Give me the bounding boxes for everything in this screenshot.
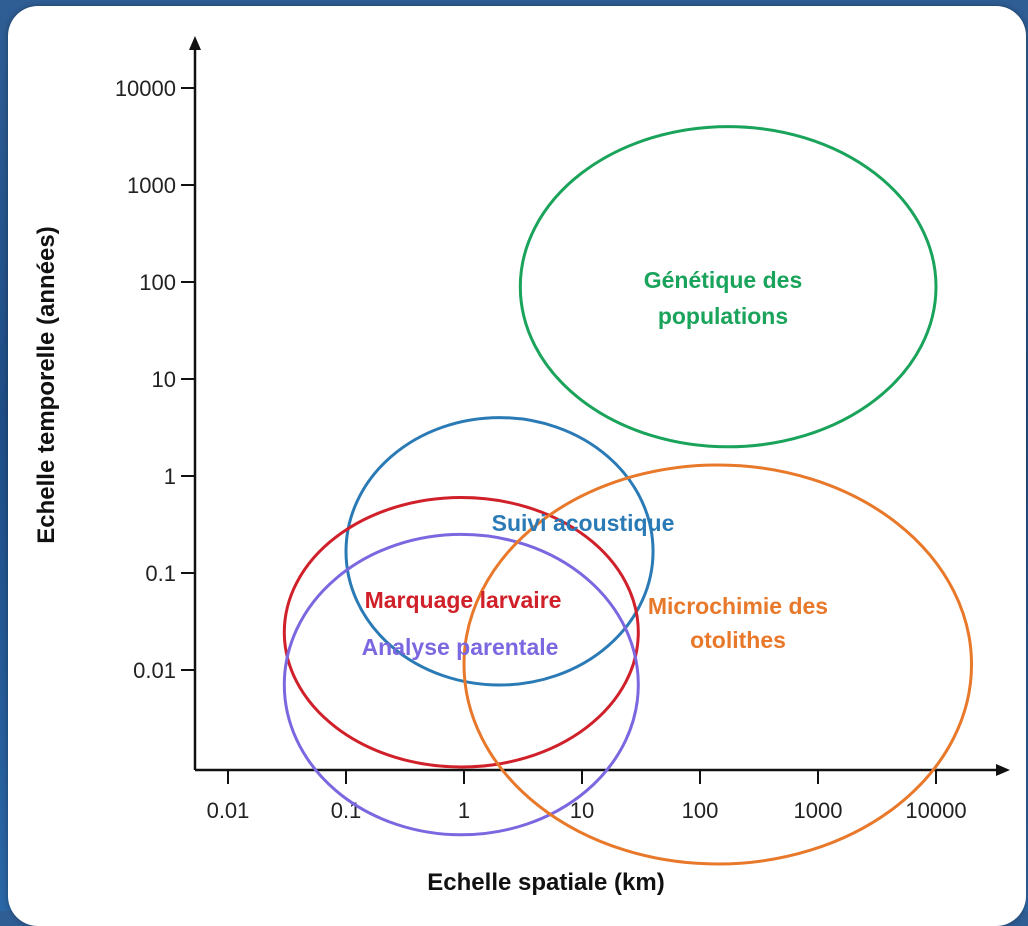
y-tick-label: 0.01 [133, 658, 176, 683]
x-tick-label: 100 [682, 798, 719, 823]
region-acoustique-label: Suivi acoustique [492, 510, 675, 536]
region-genetique-ellipse [518, 125, 938, 449]
region-acoustique-ellipse [344, 416, 655, 687]
y-axis-title: Echelle temporelle (années) [33, 226, 60, 543]
region-genetique-label: populations [658, 303, 788, 329]
region-genetique-label: Génétique des [644, 267, 802, 293]
region-microchimie-label: Microchimie des [648, 593, 828, 619]
x-axis-title: Echelle spatiale (km) [427, 869, 664, 896]
y-tick-label: 10000 [115, 76, 176, 101]
region-microchimie-ellipse [462, 463, 974, 866]
region-analyse-ellipse [282, 532, 640, 837]
x-tick-label: 0.1 [331, 798, 362, 823]
region-analyse-label: Analyse parentale [362, 634, 559, 660]
region-marquage-ellipse [282, 496, 640, 769]
x-tick-label: 1000 [794, 798, 843, 823]
region-microchimie-label: otolithes [690, 627, 786, 653]
region-marquage-label: Marquage larvaire [365, 587, 562, 613]
y-tick-label: 10 [152, 367, 176, 392]
y-tick-label: 100 [139, 270, 176, 295]
y-tick-label: 1 [164, 464, 176, 489]
y-tick-label: 1000 [127, 173, 176, 198]
x-tick-label: 0.01 [207, 798, 250, 823]
x-tick-label: 10000 [905, 798, 966, 823]
x-tick-label: 1 [458, 798, 470, 823]
y-tick-label: 0.1 [145, 561, 176, 586]
x-axis-arrowhead [996, 764, 1010, 776]
y-axis-arrowhead [189, 36, 201, 50]
